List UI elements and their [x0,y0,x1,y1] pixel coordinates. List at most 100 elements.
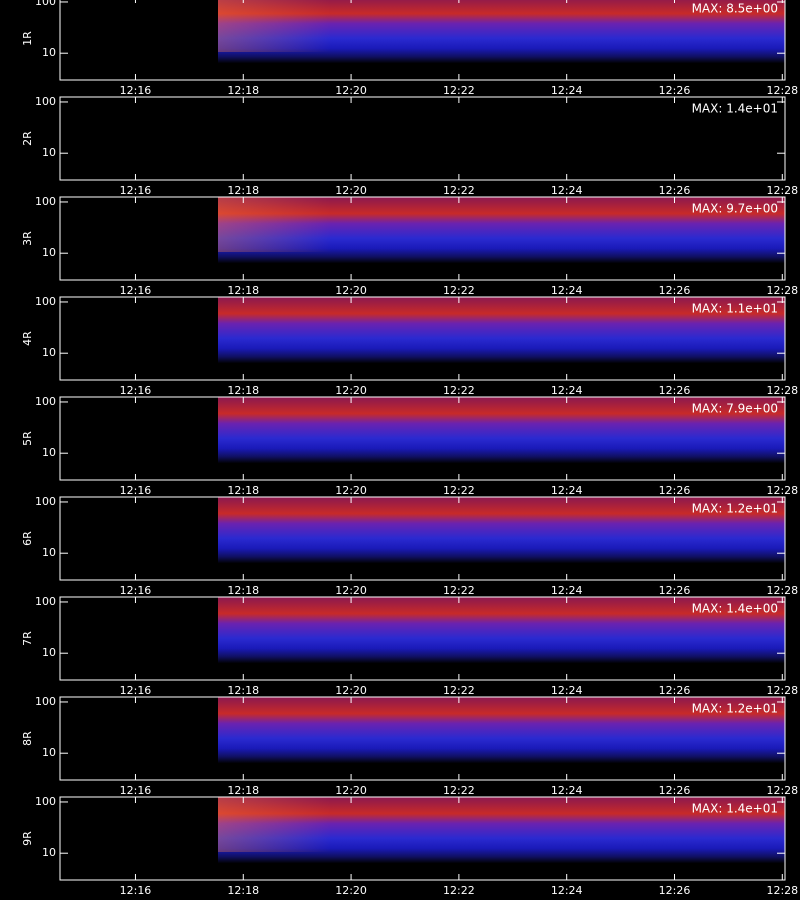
y-tick-label: 100 [35,695,56,708]
x-tick-label: 12:26 [659,584,691,597]
max-annotation: MAX: 1.2e+01 [692,702,778,716]
plot-frame [59,396,786,481]
x-tick-label: 12:16 [120,484,152,497]
x-tick-label: 12:16 [120,584,152,597]
x-tick-label: 12:16 [120,684,152,697]
plot-frame [59,596,786,681]
x-tick-label: 12:28 [766,184,798,197]
x-tick-label: 12:28 [766,784,798,797]
x-tick-label: 12:16 [120,384,152,397]
x-tick-label: 12:28 [766,684,798,697]
plot-frame [59,696,786,781]
x-tick-label: 12:24 [551,84,583,97]
y-tick-label: 100 [35,795,56,808]
x-tick-label: 12:18 [227,284,259,297]
x-tick-label: 12:20 [335,684,367,697]
spectrogram [218,297,785,380]
max-annotation: MAX: 1.4e+00 [692,602,778,616]
x-tick-label: 12:20 [335,184,367,197]
panel: 12:16 12:18 12:20 12:22 12:24 12:26 12:28 10 100… [21,795,798,897]
y-axis-label: 2R [21,131,34,146]
y-tick-label: 100 [35,495,56,508]
panel: 12:16 12:18 12:20 12:22 12:24 12:26 12:28 10 100… [21,695,798,797]
x-tick-label: 12:26 [659,784,691,797]
x-tick-label: 12:28 [766,384,798,397]
y-tick-label: 10 [42,346,56,359]
y-tick-label: 100 [35,395,56,408]
y-axis-label: 1R [21,31,34,46]
x-tick-label: 12:28 [766,484,798,497]
x-tick-label: 12:26 [659,384,691,397]
x-tick-label: 12:22 [443,684,475,697]
y-tick-label: 10 [42,46,56,59]
x-tick-label: 12:16 [120,84,152,97]
max-annotation: MAX: 1.1e+01 [692,302,778,316]
plot-frame [59,196,786,281]
panel: 12:16 12:18 12:20 12:22 12:24 12:26 12:28 10 100… [21,195,798,297]
panel: 12:16 12:18 12:20 12:22 12:24 12:26 12:28 10 100… [21,595,798,697]
panel: 12:16 12:18 12:20 12:22 12:24 12:26 12:28 10 100… [21,95,798,197]
x-tick-label: 12:20 [335,484,367,497]
x-tick-label: 12:22 [443,184,475,197]
x-tick-label: 12:16 [120,784,152,797]
x-tick-label: 12:26 [659,684,691,697]
x-tick-label: 12:20 [335,384,367,397]
y-tick-label: 100 [35,295,56,308]
spectrogram [218,497,785,580]
spectrogram-highlight [218,0,785,52]
x-tick-label: 12:28 [766,84,798,97]
x-tick-label: 12:22 [443,484,475,497]
y-axis-label: 3R [21,231,34,246]
plot-frame [59,296,786,381]
x-tick-label: 12:24 [551,584,583,597]
x-tick-label: 12:24 [551,684,583,697]
x-tick-label: 12:28 [766,884,798,897]
panel: 12:16 12:18 12:20 12:22 12:24 12:26 12:28 10 100… [21,0,798,97]
x-tick-label: 12:16 [120,284,152,297]
y-axis-label: 7R [21,631,34,646]
x-tick-label: 12:26 [659,84,691,97]
x-tick-label: 12:26 [659,884,691,897]
x-tick-label: 12:26 [659,184,691,197]
x-tick-label: 12:18 [227,484,259,497]
x-tick-label: 12:18 [227,884,259,897]
y-axis-label: 8R [21,731,34,746]
spectrogram-highlight [218,197,785,252]
y-tick-label: 100 [35,195,56,208]
y-tick-label: 10 [42,646,56,659]
max-annotation: MAX: 1.4e+01 [692,802,778,816]
x-tick-label: 12:26 [659,484,691,497]
max-annotation: MAX: 1.4e+01 [692,102,778,116]
x-tick-label: 12:20 [335,784,367,797]
x-tick-label: 12:18 [227,184,259,197]
x-tick-label: 12:26 [659,284,691,297]
y-tick-label: 10 [42,246,56,259]
y-axis-label: 5R [21,431,34,446]
y-tick-label: 100 [35,95,56,108]
x-tick-label: 12:24 [551,284,583,297]
x-tick-label: 12:18 [227,84,259,97]
x-tick-label: 12:18 [227,584,259,597]
spectrogram [218,397,785,480]
x-tick-label: 12:18 [227,684,259,697]
x-tick-label: 12:18 [227,784,259,797]
plot-frame [59,0,786,81]
y-tick-label: 100 [35,595,56,608]
max-annotation: MAX: 7.9e+00 [692,402,778,416]
x-tick-label: 12:22 [443,384,475,397]
y-axis-label: 4R [21,331,34,346]
x-tick-label: 12:22 [443,784,475,797]
panel: 12:16 12:18 12:20 12:22 12:24 12:26 12:28 10 100… [21,295,798,397]
y-tick-label: 10 [42,846,56,859]
x-tick-label: 12:24 [551,884,583,897]
x-tick-label: 12:20 [335,584,367,597]
max-annotation: MAX: 1.2e+01 [692,502,778,516]
plot-frame [59,96,786,181]
x-tick-label: 12:28 [766,584,798,597]
y-tick-label: 10 [42,146,56,159]
x-tick-label: 12:20 [335,884,367,897]
y-tick-label: 100 [35,0,56,8]
x-tick-label: 12:16 [120,184,152,197]
plot-frame [59,496,786,581]
